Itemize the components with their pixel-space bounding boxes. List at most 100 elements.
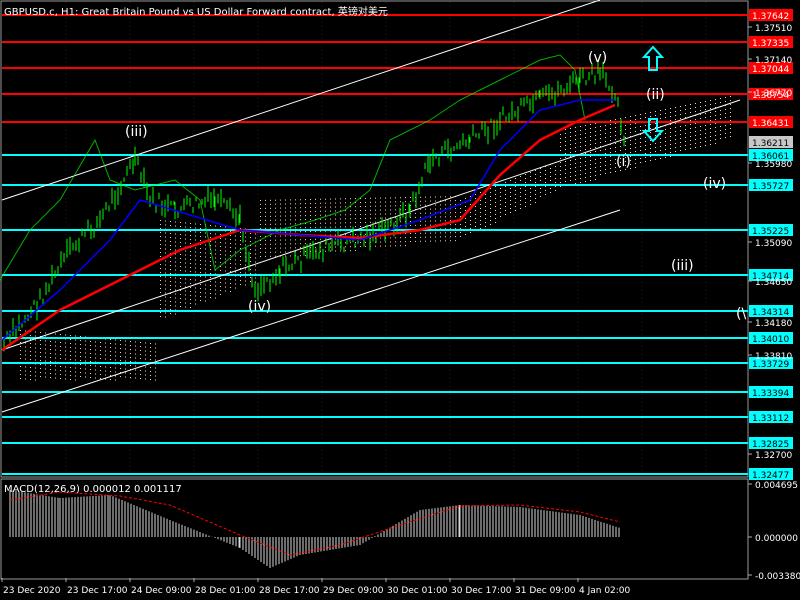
cloud-dot <box>160 300 161 301</box>
cloud-dot <box>55 357 56 359</box>
cloud-dot <box>135 349 136 351</box>
cloud-dot <box>685 105 686 106</box>
cloud-dot <box>545 166 546 167</box>
cloud-dot <box>575 163 576 164</box>
cloud-dot <box>65 378 66 380</box>
cloud-dot <box>250 273 251 274</box>
cloud-dot <box>190 231 191 232</box>
cloud-dot <box>340 226 341 228</box>
cloud-dot <box>560 158 561 159</box>
cloud-dot <box>625 161 626 162</box>
cloud-dot <box>340 222 341 224</box>
cloud-dot <box>660 110 661 111</box>
cloud-dot <box>230 283 231 284</box>
cloud-dot <box>625 157 626 158</box>
cloud-dot <box>200 244 201 245</box>
cloud-dot <box>145 374 146 376</box>
cloud-dot <box>80 356 81 357</box>
cloud-dot <box>80 360 81 361</box>
cloud-dot <box>680 114 681 115</box>
cloud-dot <box>695 111 696 112</box>
cloud-dot <box>315 222 316 224</box>
cloud-dot <box>90 365 91 366</box>
cloud-dot <box>650 120 651 121</box>
cloud-dot <box>165 240 166 242</box>
cloud-dot <box>245 280 246 282</box>
price-tag <box>749 36 793 48</box>
cloud-dot <box>170 245 171 246</box>
cloud-dot <box>20 334 21 335</box>
cloud-dot <box>335 202 336 204</box>
cloud-dot <box>510 196 511 197</box>
ichimoku-cloud <box>20 96 731 381</box>
cloud-dot <box>440 216 441 218</box>
cloud-dot <box>45 340 46 342</box>
cloud-dot <box>85 352 86 354</box>
cloud-dot <box>640 162 641 163</box>
cloud-dot <box>610 164 611 165</box>
cloud-dot <box>125 368 126 370</box>
cloud-dot <box>55 369 56 371</box>
cloud-dot <box>320 230 321 232</box>
cloud-dot <box>100 342 101 343</box>
cloud-dot <box>600 158 601 159</box>
cloud-dot <box>190 259 191 260</box>
cloud-dot <box>160 292 161 293</box>
cloud-dot <box>415 232 416 234</box>
cloud-dot <box>400 201 401 203</box>
cloud-dot <box>50 373 51 374</box>
symbol-description: Great Britain Pound vs US Dollar Forward… <box>81 7 388 18</box>
cloud-dot <box>110 347 111 348</box>
cloud-dot <box>640 158 641 159</box>
cloud-dot <box>165 280 166 282</box>
cloud-dot <box>40 348 41 349</box>
cloud-dot <box>525 190 526 191</box>
cloud-dot <box>40 368 41 369</box>
cloud-dot <box>160 244 161 245</box>
cloud-dot <box>525 198 526 199</box>
cloud-dot <box>195 299 196 301</box>
cloud-dot <box>610 168 611 169</box>
cloud-dot <box>195 263 196 265</box>
cloud-dot <box>455 240 456 242</box>
cloud-dot <box>730 128 731 129</box>
cloud-dot <box>185 290 186 292</box>
cloud-dot <box>25 358 26 360</box>
cloud-dot <box>185 270 186 272</box>
cloud-dot <box>125 376 126 378</box>
cloud-dot <box>295 243 296 245</box>
cloud-dot <box>85 348 86 350</box>
cloud-dot <box>190 271 191 272</box>
cloud-dot <box>280 207 281 209</box>
cloud-dot <box>400 225 401 227</box>
cloud-dot <box>160 240 161 241</box>
price-tag <box>749 116 793 128</box>
cloud-dot <box>155 359 156 361</box>
cloud-dot <box>180 262 181 263</box>
cloud-dot <box>240 268 241 269</box>
cloud-dot <box>175 225 176 227</box>
cloud-dot <box>310 223 311 224</box>
price-tick-label: 1.34650 <box>755 278 792 288</box>
cloud-dot <box>535 174 536 175</box>
cloud-dot <box>510 200 511 201</box>
cloud-dot <box>90 369 91 370</box>
cloud-dot <box>645 149 646 150</box>
cloud-dot <box>565 133 566 134</box>
cloud-dot <box>20 350 21 351</box>
cloud-dot <box>405 209 406 211</box>
cloud-dot <box>695 123 696 124</box>
cloud-dot <box>350 214 351 216</box>
cloud-dot <box>65 370 66 372</box>
cloud-dot <box>130 349 131 350</box>
cloud-dot <box>405 233 406 235</box>
cloud-dot <box>565 177 566 178</box>
cloud-dot <box>55 353 56 355</box>
cloud-dot <box>160 276 161 277</box>
cloud-dot <box>710 104 711 105</box>
cloud-dot <box>165 244 166 246</box>
cloud-dot <box>685 137 686 138</box>
cloud-dot <box>545 194 546 195</box>
cloud-dot <box>660 138 661 139</box>
